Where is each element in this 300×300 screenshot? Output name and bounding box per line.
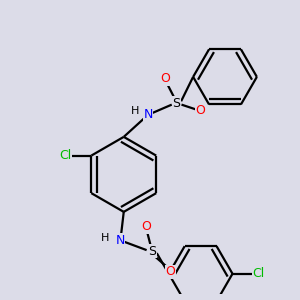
Text: O: O — [160, 72, 170, 85]
Text: H: H — [131, 106, 139, 116]
Text: N: N — [115, 233, 125, 247]
Text: S: S — [172, 97, 180, 110]
Text: N: N — [143, 108, 153, 121]
Text: O: O — [196, 104, 206, 117]
Text: Cl: Cl — [59, 149, 71, 162]
Text: S: S — [148, 245, 156, 258]
Text: O: O — [141, 220, 151, 233]
Text: O: O — [166, 266, 176, 278]
Text: H: H — [101, 233, 109, 243]
Text: Cl: Cl — [253, 267, 265, 280]
